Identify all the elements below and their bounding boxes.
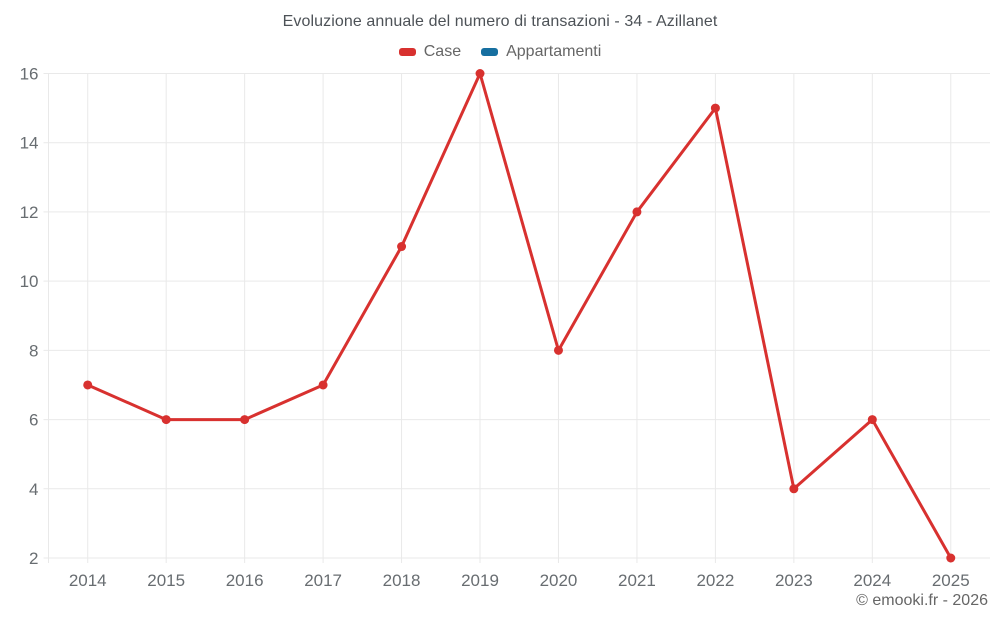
x-tick-label: 2016 (226, 571, 264, 590)
data-point-case[interactable] (397, 242, 407, 252)
y-tick-label: 16 (20, 65, 39, 84)
legend-swatch-case (398, 48, 416, 56)
x-tick-label: 2024 (853, 571, 891, 590)
data-point-case[interactable] (789, 484, 799, 494)
x-tick-label: 2015 (147, 571, 185, 590)
data-point-case[interactable] (710, 103, 720, 113)
x-tick-label: 2025 (932, 571, 970, 590)
x-tick-label: 2018 (383, 571, 421, 590)
legend-label-appartamenti: Appartamenti (506, 43, 602, 60)
y-tick-label: 12 (20, 203, 39, 222)
data-point-case[interactable] (553, 345, 563, 355)
legend-item-case[interactable]: Case (398, 43, 462, 61)
data-point-case[interactable] (946, 553, 956, 563)
data-point-case[interactable] (161, 415, 171, 425)
data-point-case[interactable] (632, 207, 642, 217)
legend-item-appartamenti[interactable]: Appartamenti (481, 43, 601, 61)
legend-label-case: Case (423, 43, 462, 60)
chart-title: Evoluzione annuale del numero di transaz… (282, 13, 718, 30)
x-tick-label: 2020 (540, 571, 578, 590)
y-tick-label: 14 (20, 134, 39, 153)
x-tick-label: 2017 (304, 571, 342, 590)
y-tick-label: 2 (29, 549, 38, 568)
x-tick-label: 2021 (618, 571, 656, 590)
data-point-case[interactable] (475, 69, 485, 78)
data-point-case[interactable] (318, 380, 328, 390)
data-point-case[interactable] (867, 415, 877, 425)
copyright-text: © emooki.fr - 2026 (856, 592, 988, 609)
x-tick-label: 2022 (696, 571, 734, 590)
legend: Case Appartamenti (0, 43, 1000, 61)
y-tick-label: 8 (29, 341, 38, 360)
series-line-case (86, 72, 953, 560)
y-tick-label: 4 (29, 480, 38, 499)
x-tick-label: 2019 (461, 571, 499, 590)
x-tick-label: 2014 (69, 571, 107, 590)
data-point-case[interactable] (240, 415, 250, 425)
y-tick-label: 10 (20, 272, 39, 291)
legend-swatch-appartamenti (481, 48, 499, 56)
data-point-case[interactable] (83, 380, 93, 390)
x-tick-label: 2023 (775, 571, 813, 590)
y-tick-label: 6 (29, 411, 38, 430)
